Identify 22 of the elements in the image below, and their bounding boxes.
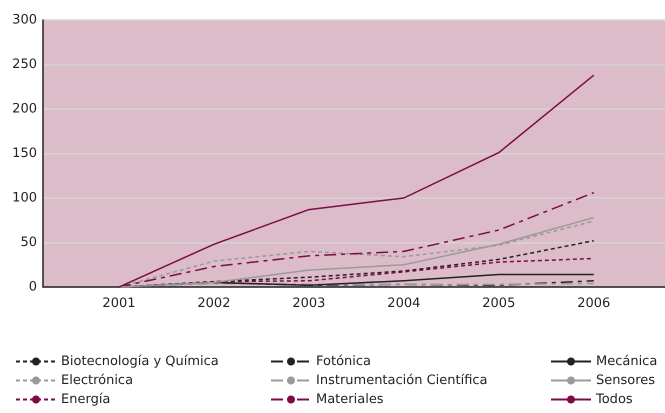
x-tick-label: 2004: [387, 296, 420, 311]
x-tick-label: 2005: [482, 296, 516, 311]
legend-label: Mecánica: [596, 354, 658, 369]
x-tick-label: 2001: [102, 296, 136, 311]
legend-label: Instrumentación Científica: [316, 373, 488, 388]
y-tick-label: 250: [12, 57, 37, 72]
legend-label: Fotónica: [316, 354, 371, 369]
legend-label: Biotecnología y Química: [61, 354, 219, 369]
y-tick-label: 150: [12, 146, 37, 161]
x-tick-label: 2002: [197, 296, 230, 311]
x-tick-label: 2003: [292, 296, 326, 311]
y-tick-label: 0: [28, 280, 37, 294]
legend-label: Energía: [61, 392, 110, 407]
legend-label: Sensores: [596, 373, 656, 388]
legend-label: Todos: [595, 392, 633, 407]
legend-label: Electrónica: [61, 373, 134, 388]
y-tick-label: 300: [12, 12, 37, 28]
legend-label: Materiales: [316, 392, 384, 407]
y-tick-label: 200: [12, 102, 37, 116]
y-tick-label: 50: [20, 235, 37, 250]
y-tick-label: 100: [12, 190, 37, 206]
x-tick-label: 2006: [577, 296, 610, 311]
